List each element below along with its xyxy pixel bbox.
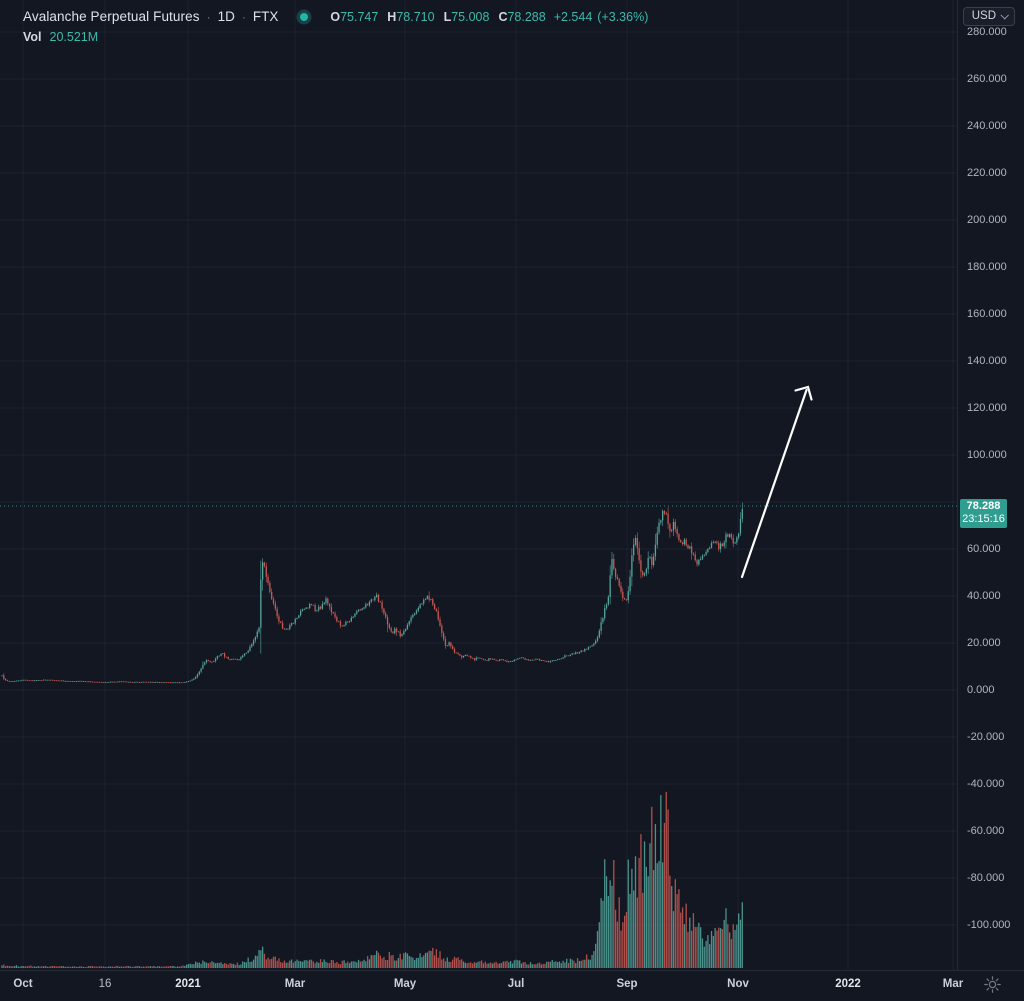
time-tick-label: Nov xyxy=(727,978,749,990)
change-percent: (+3.36%) xyxy=(597,9,649,24)
time-tick-label: Jul xyxy=(507,978,525,990)
current-price-value: 78.288 xyxy=(966,499,1001,512)
high-label: H xyxy=(387,9,397,24)
price-tick-label: 240.000 xyxy=(967,119,1007,132)
open-label: O xyxy=(330,9,341,24)
change-value: +2.544 xyxy=(553,9,593,24)
price-tick-label: 180.000 xyxy=(967,260,1007,273)
volume-label: Vol xyxy=(23,30,42,44)
price-tick-label: 20.000 xyxy=(967,636,1001,649)
price-tick-label: 60.000 xyxy=(967,542,1001,555)
price-chart-canvas[interactable] xyxy=(0,0,957,970)
close-value: 78.288 xyxy=(507,9,546,24)
separator: · xyxy=(241,9,246,24)
price-tick-label: 120.000 xyxy=(967,401,1007,414)
market-status-dot-icon xyxy=(300,12,309,21)
low-label: L xyxy=(443,9,452,24)
ohlc-readout: O 75.747 H 78.710 L 75.008 C 78.288 +2.5… xyxy=(330,10,648,24)
time-tick-label: 2021 xyxy=(175,978,201,990)
symbol-header: Avalanche Perpetual Futures · 1D · FTX O… xyxy=(23,8,648,44)
chevron-down-icon xyxy=(1000,11,1009,20)
price-tick-label: 40.000 xyxy=(967,589,1001,602)
symbol-title[interactable]: Avalanche Perpetual Futures xyxy=(23,9,200,24)
high-value: 78.710 xyxy=(396,9,435,24)
price-tick-label: 100.000 xyxy=(967,448,1007,461)
price-tick-label: 0.000 xyxy=(967,683,995,696)
exchange-label[interactable]: FTX xyxy=(252,9,279,24)
price-tick-label: 220.000 xyxy=(967,166,1007,179)
candle-wicks xyxy=(1,502,743,683)
time-tick-label: 16 xyxy=(98,978,112,990)
price-tick-label: 280.000 xyxy=(967,25,1007,38)
open-value: 75.747 xyxy=(340,9,379,24)
price-tick-label: -60.000 xyxy=(967,824,1005,837)
time-tick-label: Oct xyxy=(13,978,33,990)
low-value: 75.008 xyxy=(451,9,490,24)
close-label: C xyxy=(498,9,508,24)
volume-bars xyxy=(1,791,743,968)
separator: · xyxy=(206,9,211,24)
time-tick-label: 2022 xyxy=(835,978,861,990)
price-tick-label: -100.000 xyxy=(967,918,1011,931)
price-axis[interactable]: USD 78.288 23:15:16 280.000 260.000 240.00… xyxy=(957,0,1024,970)
chart-pane[interactable] xyxy=(0,0,957,970)
volume-row: Vol 20.521M xyxy=(23,30,648,44)
grid-lines xyxy=(0,0,957,970)
time-tick-label: Mar xyxy=(942,978,964,990)
price-tick-label: 140.000 xyxy=(967,354,1007,367)
currency-label: USD xyxy=(971,10,996,22)
price-tick-label: -40.000 xyxy=(967,777,1005,790)
symbol-row: Avalanche Perpetual Futures · 1D · FTX O… xyxy=(23,8,648,25)
price-tick-label: 160.000 xyxy=(967,307,1007,320)
price-tick-label: 200.000 xyxy=(967,213,1007,226)
interval-button[interactable]: 1D xyxy=(217,9,235,24)
time-tick-label: Mar xyxy=(284,978,306,990)
time-axis[interactable]: Oct 16 2021 Mar May Jul Sep Nov 2022 Mar xyxy=(0,970,1024,1001)
price-tick-label: -80.000 xyxy=(967,871,1005,884)
price-tick-label: -20.000 xyxy=(967,730,1005,743)
trend-arrow-annotation[interactable] xyxy=(740,385,813,579)
countdown-timer: 23:15:16 xyxy=(962,513,1005,526)
current-price-badge: 78.288 23:15:16 xyxy=(960,498,1007,528)
time-tick-label: May xyxy=(393,978,417,990)
candle-bodies xyxy=(1,508,743,684)
price-tick-label: 260.000 xyxy=(967,72,1007,85)
currency-toggle-button[interactable]: USD xyxy=(962,7,1015,26)
settings-sun-icon[interactable] xyxy=(983,975,1002,994)
time-tick-label: Sep xyxy=(616,978,638,990)
volume-value: 20.521M xyxy=(49,30,99,44)
